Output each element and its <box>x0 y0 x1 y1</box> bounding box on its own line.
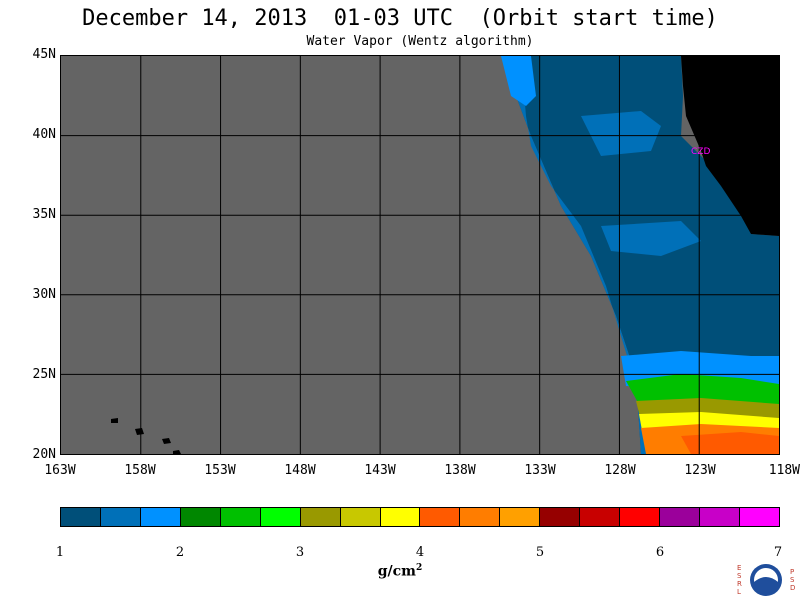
lat-label-30n: 30N <box>32 287 56 302</box>
lon-label-158w: 158W <box>124 463 156 478</box>
colorbar-swatch <box>540 508 581 526</box>
lon-label-153w: 153W <box>204 463 236 478</box>
lon-label-143w: 143W <box>364 463 396 478</box>
colorbar-swatch <box>340 508 381 526</box>
map-subtitle: Water Vapor (Wentz algorithm) <box>306 34 534 49</box>
colorbar-swatch <box>140 508 181 526</box>
colorbar-tick-label: 2 <box>175 545 185 560</box>
swath-red-orange <box>681 432 779 454</box>
colorbar-swatch <box>700 508 740 526</box>
lon-label-138w: 138W <box>444 463 476 478</box>
colorbar <box>60 507 780 527</box>
logo-letter: L <box>737 588 741 596</box>
swath-green <box>626 374 779 408</box>
land-mass <box>681 56 779 236</box>
colorbar-swatch <box>300 508 341 526</box>
colorbar-swatch <box>380 508 421 526</box>
colorbar-swatch <box>220 508 261 526</box>
lat-label-20n: 20N <box>32 447 56 462</box>
lat-label-40n: 40N <box>32 127 56 142</box>
lon-label-123w: 123W <box>684 463 716 478</box>
lat-label-35n: 35N <box>32 207 56 222</box>
map-title: December 14, 2013 01-03 UTC (Orbit start… <box>82 6 718 31</box>
colorbar-swatch <box>739 508 779 526</box>
colorbar-swatch <box>620 508 661 526</box>
colorbar-swatch <box>180 508 221 526</box>
colorbar-swatch <box>500 508 541 526</box>
logo-letter: D <box>790 584 796 592</box>
swath-patch-mid-blue-1 <box>581 111 661 156</box>
logo-letter: S <box>737 572 742 580</box>
colorbar-swatch <box>460 508 501 526</box>
station-marker-czd: CZD <box>691 147 711 158</box>
colorbar-tick-label: 4 <box>415 545 425 560</box>
logo-letter: P <box>790 568 795 576</box>
lon-label-163w: 163W <box>44 463 76 478</box>
logo-letter: E <box>737 564 742 572</box>
swath-patch-mid-blue-2 <box>601 221 701 256</box>
colorbar-swatch <box>260 508 301 526</box>
lon-label-118w: 118W <box>768 463 800 478</box>
colorbar-swatch <box>580 508 621 526</box>
logo-letter: S <box>790 576 795 584</box>
lat-label-45n: 45N <box>32 47 56 62</box>
colorbar-tick-label: 6 <box>655 545 665 560</box>
colorbar-swatch <box>420 508 461 526</box>
colorbar-tick-label: 7 <box>773 545 783 560</box>
lon-label-133w: 133W <box>524 463 556 478</box>
colorbar-tick-label: 5 <box>535 545 545 560</box>
map-canvas <box>61 56 779 454</box>
units-label: g/cm2 <box>377 563 423 580</box>
logo-letter: R <box>737 580 742 588</box>
lat-label-25n: 25N <box>32 367 56 382</box>
lon-label-148w: 148W <box>284 463 316 478</box>
hawaii-islands <box>111 418 181 454</box>
colorbar-swatch <box>100 508 141 526</box>
colorbar-swatch <box>61 508 101 526</box>
colorbar-tick-label: 3 <box>295 545 305 560</box>
swath-bright-blue-top <box>501 56 536 106</box>
colorbar-swatch <box>660 508 700 526</box>
colorbar-tick-label: 1 <box>55 545 65 560</box>
water-vapor-map: CZD <box>60 55 780 455</box>
lon-label-128w: 128W <box>604 463 636 478</box>
